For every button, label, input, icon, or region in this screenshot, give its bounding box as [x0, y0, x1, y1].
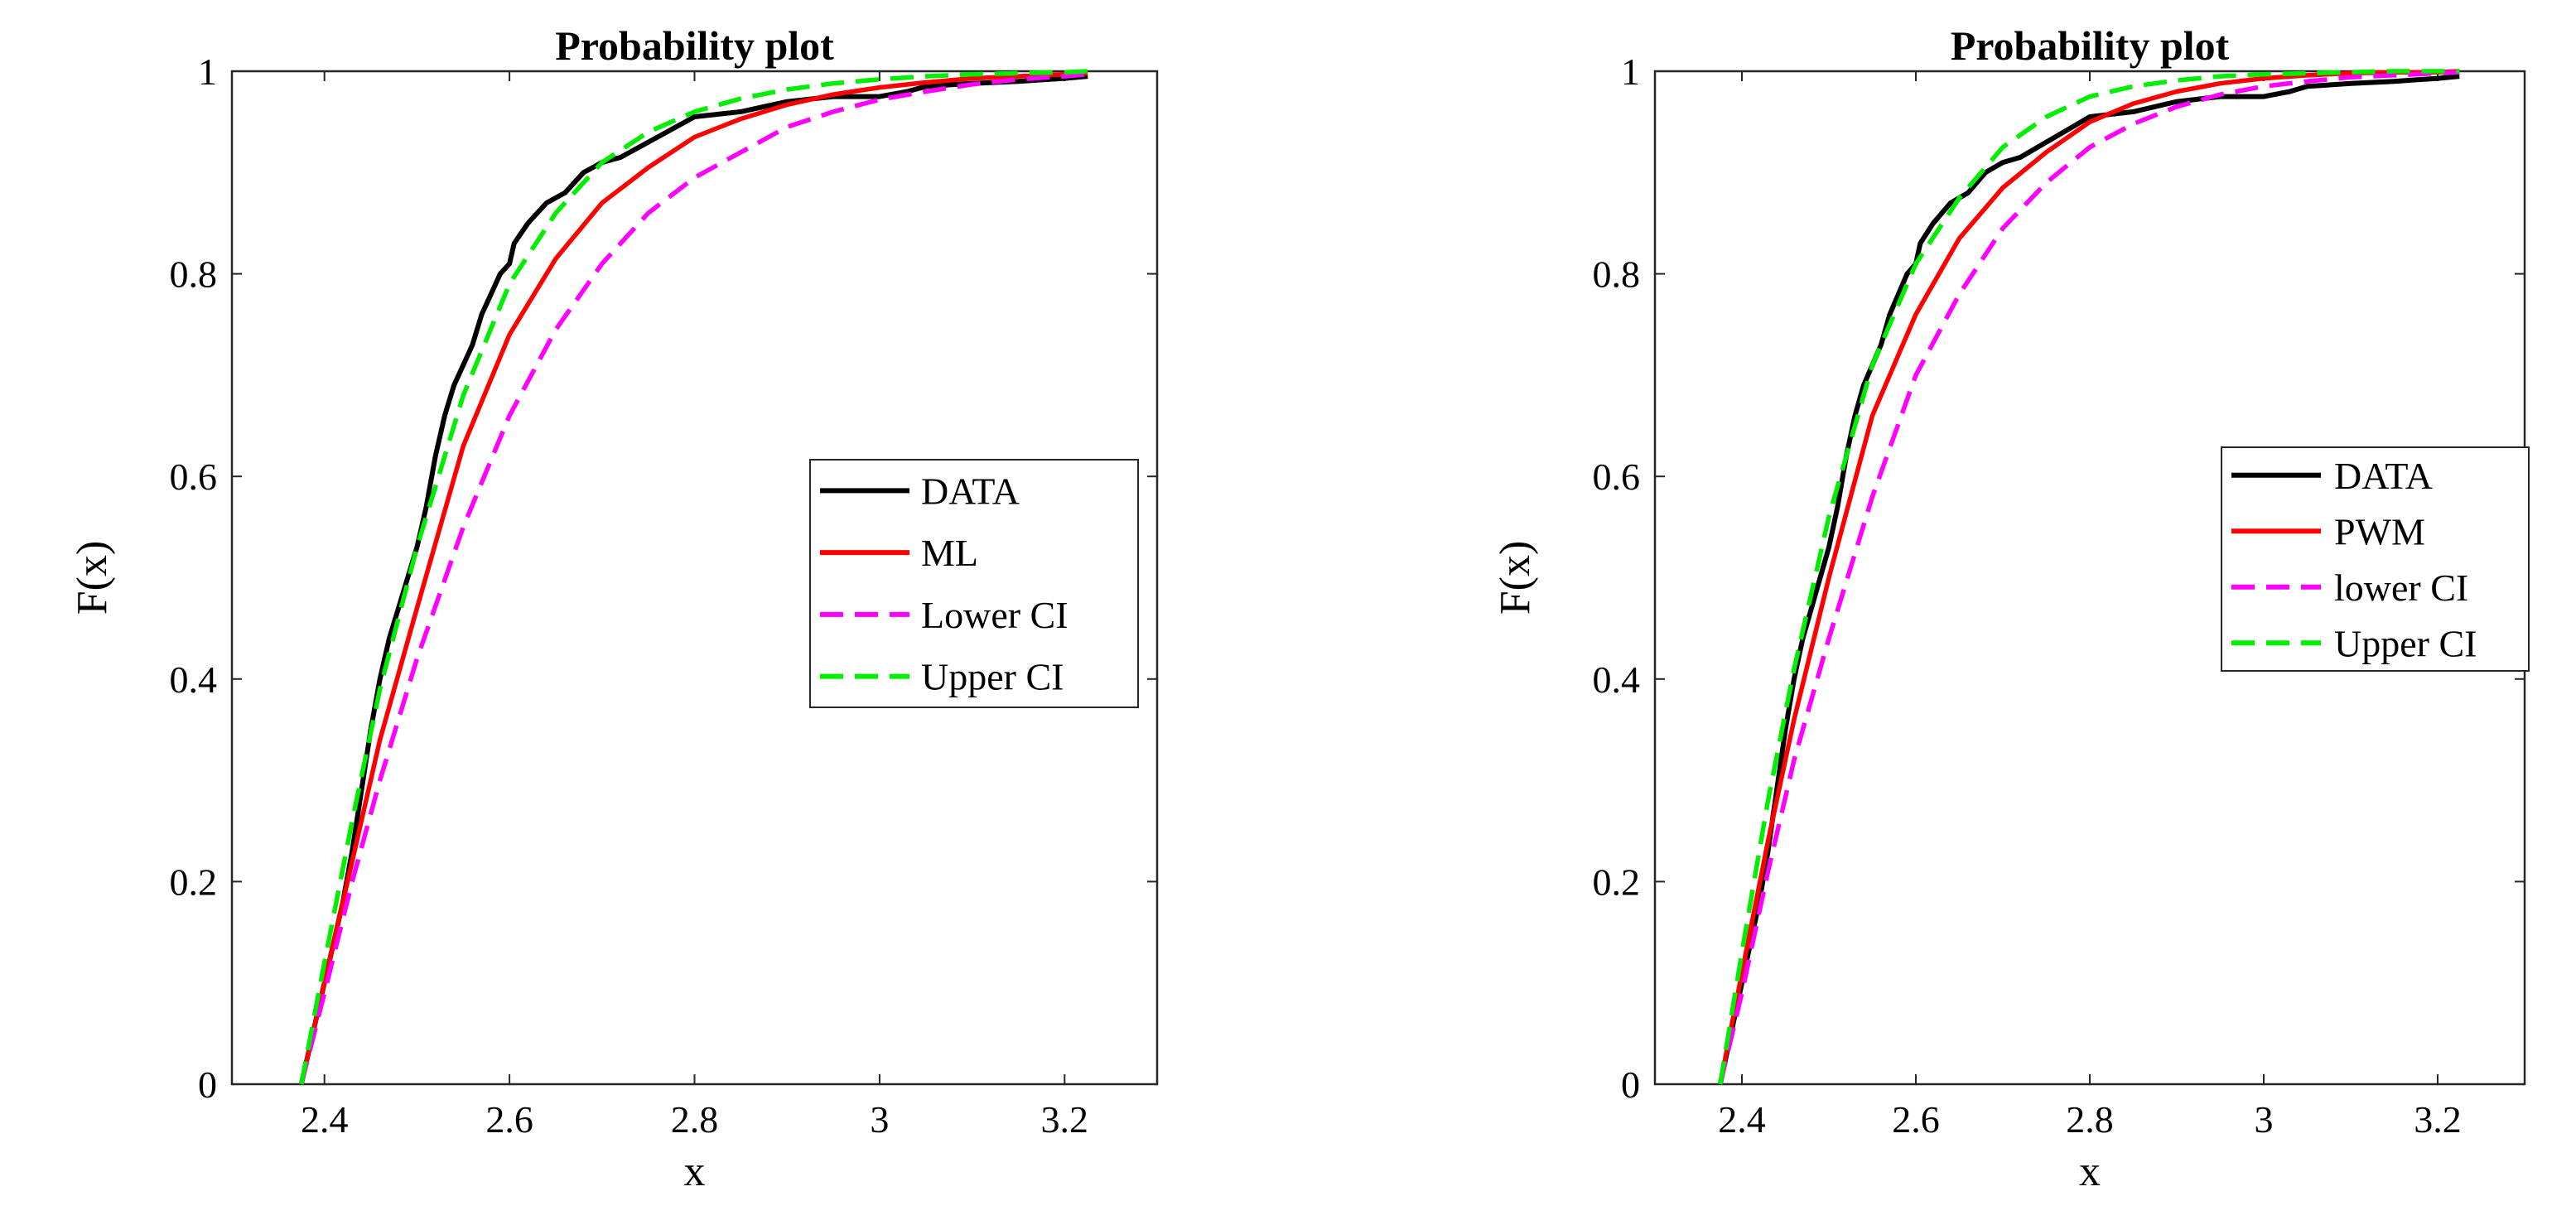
legend-label: Lower CI — [921, 594, 1069, 636]
y-tick-label: 0.2 — [170, 861, 218, 903]
series-line-lower-ci — [299, 71, 1088, 1085]
legend-label: ML — [921, 532, 978, 574]
x-tick-label: 2.4 — [1718, 1098, 1766, 1141]
y-tick-label: 0.4 — [170, 658, 218, 701]
legend-box — [809, 459, 1139, 708]
legend-label: lower CI — [2334, 567, 2468, 609]
chart-title: Probability plot — [1951, 22, 2230, 69]
y-axis-label: F(x) — [1492, 541, 1539, 615]
series-line-pwm — [1718, 69, 2460, 1085]
x-tick-label: 2.8 — [2066, 1098, 2114, 1141]
y-tick-label: 0.2 — [1593, 861, 1641, 903]
legend-label: DATA — [921, 470, 1020, 512]
series-line-ml — [299, 70, 1088, 1085]
x-tick-label: 3 — [870, 1098, 889, 1141]
legend-label: Upper CI — [2334, 622, 2477, 664]
legend-label: DATA — [2334, 455, 2433, 497]
chart-right: Probability plot 2.4 2.6 2.8 3 3.2 0 0.2 0.4 0.6 0… — [1492, 22, 2530, 1195]
x-tick-label: 2.8 — [671, 1098, 719, 1141]
x-axis-label: x — [684, 1148, 706, 1195]
y-tick-label: 0.6 — [1593, 456, 1641, 498]
y-axis-label: F(x) — [69, 541, 116, 615]
legend-label: PWM — [2334, 510, 2425, 552]
legend-label: Upper CI — [921, 656, 1064, 698]
y-tick-label: 0 — [198, 1063, 217, 1106]
y-tick-label: 0.6 — [170, 456, 218, 498]
series-line-upper-ci — [299, 69, 1088, 1085]
x-axis-label: x — [2079, 1148, 2101, 1195]
y-tick-label: 0.4 — [1593, 658, 1641, 701]
x-tick-label: 3.2 — [1041, 1098, 1089, 1141]
chart-left: Probability plot 2.4 2.6 2.8 3 3.2 0 0.2 0.4 0.6 0… — [69, 22, 1159, 1195]
x-tick-label: 3 — [2255, 1098, 2274, 1141]
y-tick-label: 0.8 — [170, 253, 218, 296]
x-tick-label: 3.2 — [2414, 1098, 2462, 1141]
x-tick-label: 2.6 — [1892, 1098, 1940, 1141]
y-tick-label: 0 — [1621, 1063, 1640, 1106]
legend-box — [2221, 446, 2530, 672]
chart-title: Probability plot — [555, 22, 834, 69]
y-tick-label: 1 — [198, 51, 217, 93]
y-tick-label: 1 — [1621, 51, 1640, 93]
series-line-lower-ci — [1718, 70, 2460, 1085]
y-tick-label: 0.8 — [1593, 253, 1641, 296]
x-tick-label: 2.4 — [301, 1098, 349, 1141]
x-tick-label: 2.6 — [485, 1098, 533, 1141]
